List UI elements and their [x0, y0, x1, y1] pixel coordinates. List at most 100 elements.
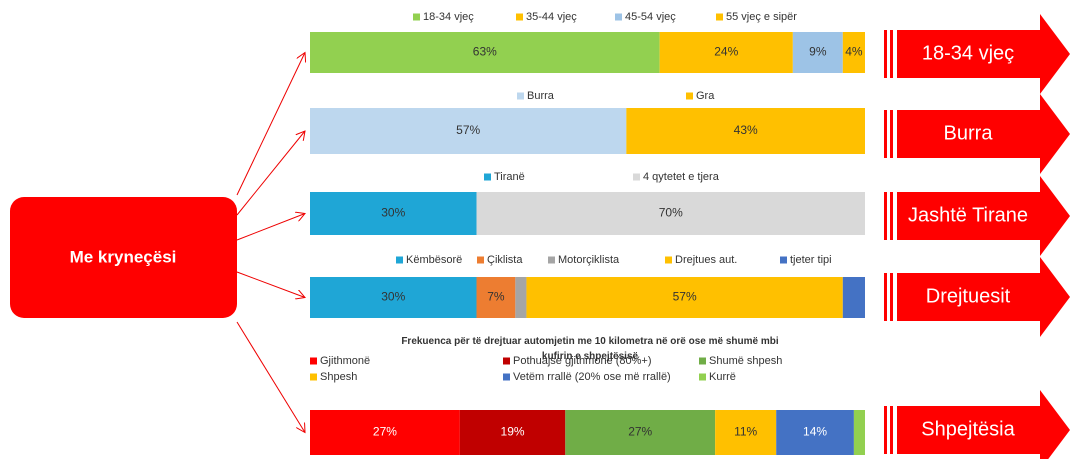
center-label: Me kryneçësi — [70, 247, 177, 266]
value-label: 30% — [381, 206, 405, 220]
arrow-stripe — [890, 406, 893, 454]
side-arrow — [897, 94, 1070, 174]
side-arrow — [897, 257, 1070, 337]
legend-label: Gjithmonë — [320, 355, 370, 367]
legend-label: Pothuajse gjithmonë (80%+) — [513, 355, 652, 367]
legend-swatch — [699, 357, 706, 365]
bar-segment — [792, 32, 843, 73]
legend-swatch — [780, 256, 787, 264]
legend-swatch — [516, 13, 523, 21]
arrow-stripe — [884, 406, 887, 454]
bar-segment — [853, 410, 865, 455]
legend-label: Tiranë — [494, 171, 525, 183]
legend-swatch — [517, 92, 524, 100]
arrow-stripe — [890, 110, 893, 158]
value-label: 30% — [381, 290, 405, 304]
legend-label: Burra — [527, 90, 555, 102]
legend-swatch — [310, 373, 317, 381]
legend-swatch — [665, 256, 672, 264]
side-label: Burra — [944, 122, 994, 144]
center-box — [10, 197, 237, 318]
bar-segment — [526, 277, 843, 318]
value-label: 24% — [714, 45, 738, 59]
side-label: Shpejtësia — [921, 418, 1015, 440]
value-label: 57% — [456, 123, 480, 137]
bar-segment — [715, 410, 777, 455]
arrow-stripe — [884, 273, 887, 321]
arrow-stripe — [890, 273, 893, 321]
value-label: 11% — [734, 425, 757, 439]
side-arrow — [897, 390, 1070, 459]
value-label: 27% — [373, 425, 397, 439]
side-arrow — [897, 14, 1070, 94]
value-label: 14% — [803, 425, 827, 439]
legend-swatch — [615, 13, 622, 21]
bar-segment — [565, 410, 716, 455]
bar-segment — [515, 277, 527, 318]
legend-label: Motorçiklista — [558, 254, 620, 266]
arrow-stripe — [884, 192, 887, 240]
legend-swatch — [548, 256, 555, 264]
connector-arrow — [236, 271, 305, 298]
legend-label: Kurrë — [709, 371, 736, 383]
legend-swatch — [686, 92, 693, 100]
legend-label: Gra — [696, 90, 715, 102]
value-label: 4% — [845, 45, 863, 59]
bar-segment — [776, 410, 854, 455]
value-label: 70% — [659, 206, 683, 220]
legend-label: Shpesh — [320, 371, 357, 383]
side-label: Jashtë Tirane — [908, 204, 1028, 226]
side-label: 18-34 vjeç — [922, 42, 1014, 64]
bar-segment — [659, 32, 793, 73]
bar-segment — [310, 410, 460, 455]
legend-swatch — [310, 357, 317, 365]
legend-label: Çiklista — [487, 254, 523, 266]
connector-arrow — [236, 214, 305, 241]
side-arrow — [897, 176, 1070, 256]
connector-arrow — [236, 53, 305, 196]
legend-swatch — [503, 357, 510, 365]
legend-label: Drejtues aut. — [675, 254, 737, 266]
legend-label: Vetëm rrallë (20% ose më rrallë) — [513, 371, 671, 383]
title-line: kufirin e shpejtësisë — [542, 351, 639, 362]
legend-label: 35-44 vjeç — [526, 11, 577, 23]
value-label: 27% — [628, 425, 652, 439]
legend-label: tjeter tipi — [790, 254, 832, 266]
value-label: 43% — [734, 123, 758, 137]
legend-swatch — [477, 256, 484, 264]
legend-swatch — [503, 373, 510, 381]
bar-segment — [842, 32, 865, 73]
legend-label: 55 vjeç e sipër — [726, 11, 797, 23]
chart-title: Frekuenca për të drejtuar automjetin me … — [401, 336, 779, 362]
arrow-stripe — [890, 192, 893, 240]
value-label: 63% — [473, 45, 497, 59]
legend-swatch — [716, 13, 723, 21]
legend-swatch — [396, 256, 403, 264]
title-line: Frekuenca për të drejtuar automjetin me … — [401, 336, 779, 347]
arrow-stripe — [890, 30, 893, 78]
connector-arrow — [236, 131, 305, 216]
bar-segment — [310, 32, 660, 73]
bar-segment — [842, 277, 865, 318]
bar-segment — [476, 192, 865, 235]
legend-label: Shumë shpesh — [709, 355, 782, 367]
legend-swatch — [699, 373, 706, 381]
side-label: Drejtuesit — [926, 285, 1011, 307]
value-label: 7% — [487, 290, 505, 304]
bar-segment — [310, 192, 477, 235]
bar-segment — [476, 277, 516, 318]
arrow-stripe — [884, 110, 887, 158]
value-label: 57% — [673, 290, 697, 304]
connector-arrow — [236, 321, 305, 433]
arrow-stripe — [884, 30, 887, 78]
legend-label: 4 qytetet e tjera — [643, 171, 720, 183]
bar-segment — [310, 108, 627, 154]
legend-label: 45-54 vjeç — [625, 11, 676, 23]
legend-label: 18-34 vjeç — [423, 11, 474, 23]
bar-segment — [310, 277, 477, 318]
bar-segment — [626, 108, 865, 154]
legend-swatch — [633, 173, 640, 181]
legend-swatch — [484, 173, 491, 181]
legend-label: Këmbësorë — [406, 254, 462, 266]
